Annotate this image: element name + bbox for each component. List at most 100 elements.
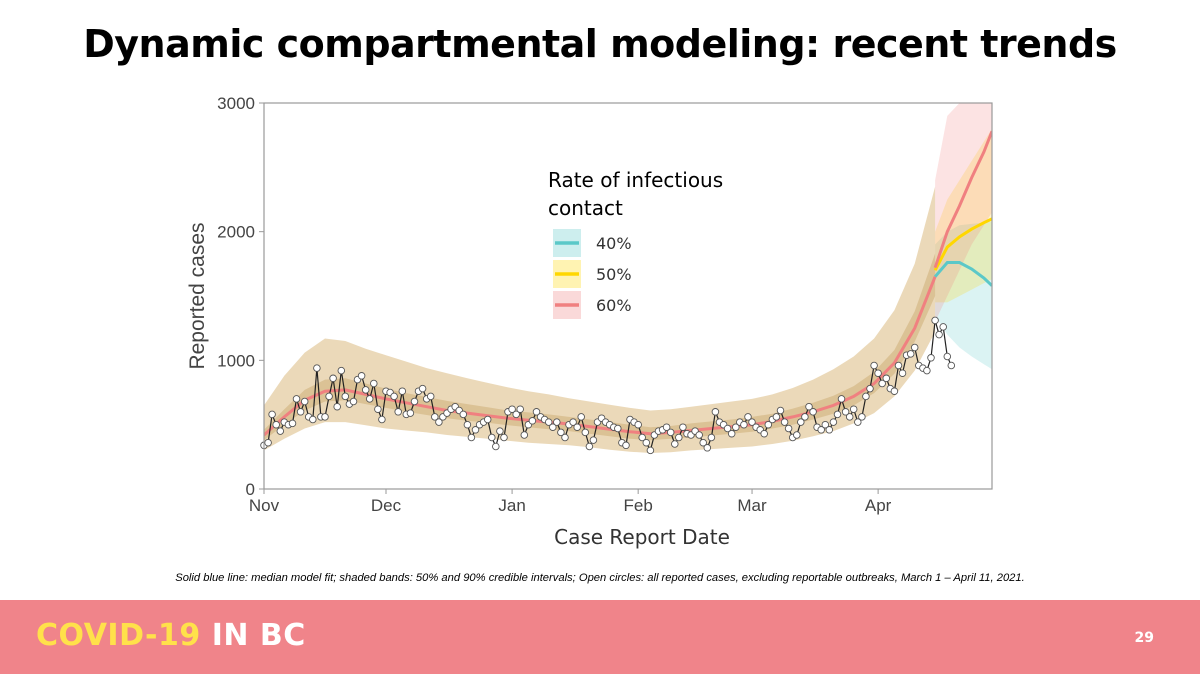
observed-point [357,372,366,380]
axes: 0 1000 2000 3000 Nov Dec Jan Feb Mar Apr [217,94,892,515]
observed-point [699,438,707,447]
projection-line-60pct [933,130,992,269]
observed-point [666,428,675,437]
observed-point [646,446,655,455]
observed-point [695,431,703,439]
observed-point [821,420,830,429]
observed-point [760,429,768,438]
observed-point [329,374,337,383]
observed-point [508,405,516,413]
observed-point [496,427,504,435]
legend-title-line-2: contact [548,196,623,220]
observed-point [614,424,622,433]
observed-point [622,441,630,450]
observed-point [784,424,793,433]
observed-point [268,410,276,419]
credible-bands [264,103,992,453]
observed-point [910,343,919,352]
slide-title: Dynamic compartmental modeling: recent t… [83,22,1117,66]
observed-point [516,405,524,413]
observed-point [634,420,642,429]
observed-point [569,418,577,426]
observed-point [589,436,598,444]
legend-entry-label: 40% [596,234,632,253]
observed-point [549,423,557,431]
observed-point [313,364,321,372]
footnote: Solid blue line: median model fit; shade… [175,572,1025,584]
observed-point [463,420,472,429]
observed-point [325,392,333,401]
brand-bc-text: IN BC [211,618,306,653]
observed-point [276,427,285,435]
y-tick-label: 2000 [217,223,255,242]
observed-point [793,431,801,439]
observed-point [748,418,756,426]
observed-point [862,392,870,401]
observed-point [935,330,943,339]
observed-point [398,387,407,395]
observed-point [878,379,886,388]
observed-point [321,413,329,421]
observed-point [703,444,712,452]
observed-point [292,395,301,403]
observed-point [264,438,272,447]
observed-point [707,433,716,442]
projection-band-40pct [935,221,992,370]
legend: Rate of infectious contact 40% 50% 60% [548,168,723,319]
observed-point [431,413,439,421]
observed-point [577,413,585,421]
observed-point [772,413,781,421]
observed-point [333,402,341,411]
observed-point [805,402,813,411]
observed-point [483,415,492,424]
observed-point [825,426,834,434]
observed-point [300,397,309,406]
observed-point [841,408,850,416]
observed-point [528,417,537,425]
x-tick-label: Nov [249,496,280,515]
page-number: 29 [1134,630,1154,646]
observed-point [309,415,317,424]
legend-entry-label: 50% [596,265,632,284]
observed-point [361,386,370,394]
observed-point [898,369,907,377]
observed-point [837,395,846,403]
observed-point [866,384,874,393]
observed-point [797,418,805,426]
x-tick-label: Apr [865,496,892,515]
observed-point [365,395,374,403]
observed-point [854,418,862,426]
observed-point [585,442,594,451]
observed-point [679,423,687,431]
observed-point [711,408,720,416]
observed-point [553,418,561,426]
observed-point [426,392,435,401]
observed-point [581,428,590,437]
observed-point [378,415,386,424]
observed-point [500,433,508,442]
x-tick-label: Jan [498,496,525,515]
y-axis-label: Reported cases [186,222,209,369]
observed-point [858,413,866,421]
x-axis-label: Case Report Date [554,525,730,549]
observed-point [801,413,809,421]
observed-point [492,442,500,451]
y-tick-label: 1000 [217,351,255,370]
observed-point [764,420,773,429]
observed-point [943,352,952,361]
observed-point [723,424,732,433]
observed-point [341,392,350,401]
observed-point [561,433,569,442]
observed-point [744,413,752,421]
observed-point [740,420,748,429]
observed-point [927,354,935,362]
brand-covid-text: COVID-19 [36,618,201,653]
observed-point [418,384,427,393]
observed-point [488,433,496,442]
x-tick-label: Mar [737,496,767,515]
observed-point [390,392,398,401]
observed-point [532,408,541,416]
x-tick-label: Dec [371,496,402,515]
observed-point [939,323,947,331]
observed-point [410,397,419,406]
